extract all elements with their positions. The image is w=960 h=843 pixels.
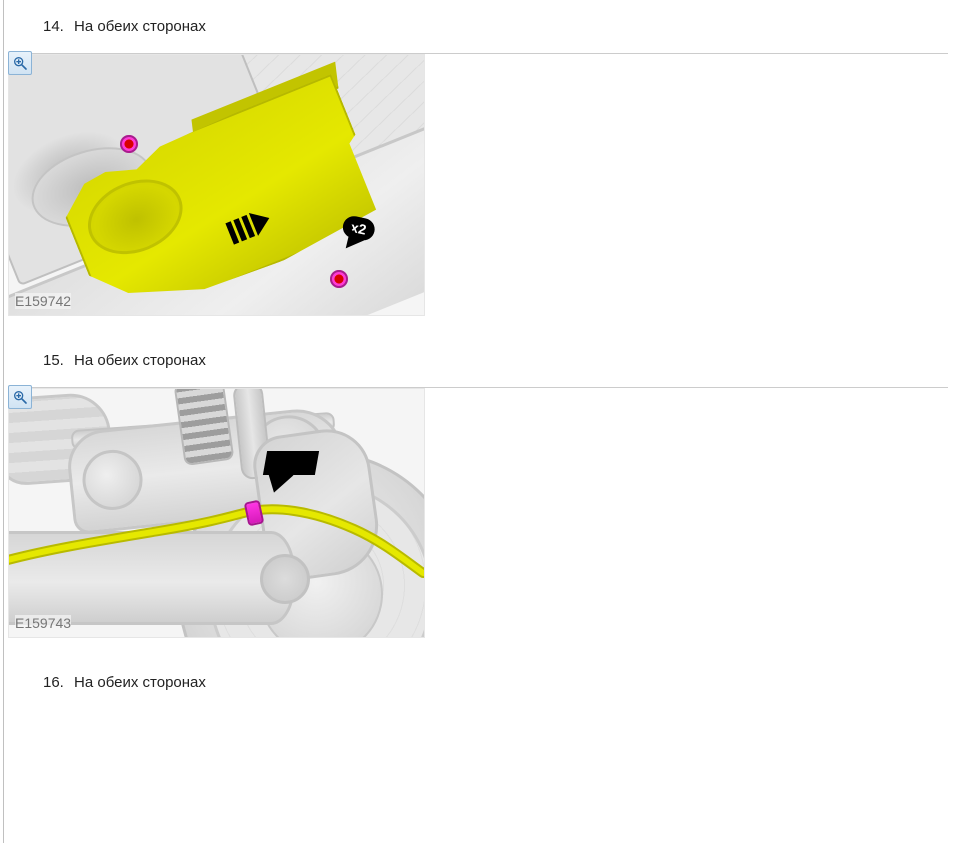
step-16-text: На обеих сторонах bbox=[74, 674, 206, 691]
figure-2-id: E159743 bbox=[15, 615, 71, 631]
step-15-text: На обеих сторонах bbox=[74, 352, 206, 369]
figure-2-body: E159743 bbox=[8, 388, 425, 638]
zoom-icon[interactable] bbox=[8, 51, 32, 75]
step-14-text: На обеих сторонах bbox=[74, 18, 206, 35]
step-15-header: 15. На обеих сторонах bbox=[8, 334, 948, 387]
step-14-header: 14. На обеих сторонах bbox=[8, 0, 948, 53]
figure-1: x2 E159742 bbox=[8, 53, 948, 316]
step-14-number: 14. bbox=[43, 18, 64, 35]
zoom-icon[interactable] bbox=[8, 385, 32, 409]
coil-spring bbox=[174, 388, 235, 466]
page: 14. На обеих сторонах bbox=[0, 0, 948, 729]
fastener-point-2 bbox=[330, 270, 348, 288]
step-15-number: 15. bbox=[43, 352, 64, 369]
pointer-arrow-icon bbox=[265, 451, 317, 475]
step-16-number: 16. bbox=[43, 674, 64, 691]
figure-1-body: x2 E159742 bbox=[8, 54, 425, 316]
magnifier-icon bbox=[12, 55, 28, 71]
fastener-point-1 bbox=[120, 135, 138, 153]
left-rule bbox=[3, 0, 4, 843]
subframe bbox=[8, 531, 295, 625]
figure-1-id: E159742 bbox=[15, 293, 71, 309]
figure-2: E159743 bbox=[8, 387, 948, 638]
step-16-header: 16. На обеих сторонах bbox=[8, 656, 948, 709]
magnifier-icon bbox=[12, 389, 28, 405]
